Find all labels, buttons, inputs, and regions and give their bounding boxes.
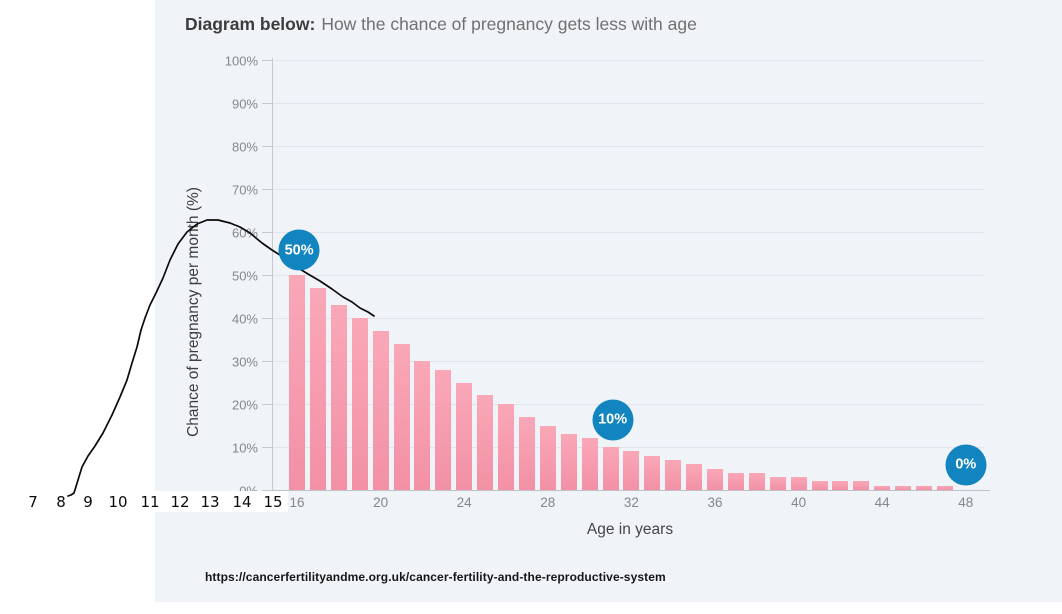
y-tick-mark <box>262 60 272 61</box>
bar-age-28 <box>539 425 556 490</box>
bar-age-21 <box>393 343 410 490</box>
hand-annotation-age-11: 11 <box>140 493 160 511</box>
y-tick-mark <box>262 232 272 233</box>
bar-age-24 <box>456 382 473 490</box>
bar-age-34 <box>665 459 682 490</box>
bar-age-43 <box>853 481 870 490</box>
bar-age-36 <box>707 468 723 490</box>
x-tick-label: 48 <box>958 495 974 510</box>
bar-age-17 <box>309 287 326 490</box>
gridline-10 <box>272 447 984 448</box>
callout-badge-50pct: 50% <box>278 229 320 271</box>
y-tick-mark <box>262 447 272 448</box>
gridline-50 <box>272 275 984 276</box>
y-tick-mark <box>262 275 272 276</box>
gridline-100 <box>272 60 984 61</box>
bar-age-31 <box>602 447 619 490</box>
bar-age-26 <box>498 404 514 490</box>
bar-age-19 <box>351 318 368 490</box>
bar-age-42 <box>832 481 849 490</box>
chart-title-prefix: Diagram below: <box>185 14 316 34</box>
gridline-20 <box>272 404 984 405</box>
y-tick-label: 60% <box>231 225 258 240</box>
y-tick-mark <box>262 146 272 147</box>
y-tick-label: 40% <box>231 311 258 326</box>
bar-age-45 <box>895 485 912 490</box>
y-tick-label: 50% <box>231 268 258 283</box>
hand-annotation-age-12: 12 <box>170 493 190 511</box>
callout-badge-0pct: 0% <box>945 444 987 486</box>
bar-age-18 <box>330 305 347 490</box>
bar-age-29 <box>560 434 577 490</box>
chart-title: Diagram below: How the chance of pregnanc… <box>185 14 697 35</box>
hand-annotation-age-14: 14 <box>232 493 252 511</box>
bar-age-27 <box>518 416 535 490</box>
y-tick-mark <box>262 404 272 405</box>
gridline-90 <box>272 103 984 104</box>
y-tick-label: 80% <box>231 139 258 154</box>
hand-annotation-age-15: 15 <box>263 493 283 511</box>
x-tick-label: 16 <box>289 495 305 510</box>
y-tick-mark <box>262 361 272 362</box>
bar-age-47 <box>936 485 953 490</box>
x-tick-label: 36 <box>707 495 723 510</box>
x-tick-label: 28 <box>540 495 556 510</box>
hand-annotation-age-8: 8 <box>56 493 66 511</box>
bar-age-20 <box>372 330 389 490</box>
gridline-60 <box>272 232 984 233</box>
x-axis-line <box>272 490 990 491</box>
x-tick-label: 24 <box>456 495 472 510</box>
hand-annotation-age-10: 10 <box>108 493 128 511</box>
bar-age-46 <box>916 485 932 490</box>
hand-annotation-age-13: 13 <box>200 493 220 511</box>
y-tick-label: 10% <box>231 440 258 455</box>
y-tick-label: 90% <box>231 96 258 111</box>
chart-title-text: How the chance of pregnancy gets less wi… <box>321 14 697 34</box>
x-tick-label: 44 <box>874 495 890 510</box>
y-axis-title: Chance of pregnancy per month (%) <box>185 187 202 437</box>
bar-age-41 <box>811 481 828 490</box>
gridline-30 <box>272 361 984 362</box>
source-url-text: https://cancerfertilityandme.org.uk/canc… <box>205 570 666 584</box>
y-tick-label: 70% <box>231 182 258 197</box>
gridline-70 <box>272 189 984 190</box>
y-tick-label: 30% <box>231 354 258 369</box>
callout-badge-10pct: 10% <box>592 399 634 441</box>
bar-age-37 <box>727 472 744 490</box>
bar-age-38 <box>748 472 765 490</box>
y-tick-label: 100% <box>224 53 258 68</box>
y-tick-mark <box>262 103 272 104</box>
hand-annotation-age-9: 9 <box>83 493 93 511</box>
x-tick-label: 40 <box>791 495 807 510</box>
gridline-80 <box>272 146 984 147</box>
bar-age-40 <box>790 477 807 490</box>
bar-age-23 <box>435 369 452 490</box>
bar-age-22 <box>414 361 431 490</box>
bar-age-33 <box>644 455 661 490</box>
y-tick-mark <box>262 189 272 190</box>
x-axis-title: Age in years <box>586 521 674 538</box>
bar-age-25 <box>477 395 494 490</box>
bar-age-44 <box>874 485 891 490</box>
x-tick-label: 20 <box>373 495 389 510</box>
bar-age-39 <box>769 477 786 490</box>
bar-age-30 <box>581 438 598 490</box>
bar-age-16 <box>289 275 305 490</box>
y-tick-label: 20% <box>231 397 258 412</box>
bar-age-35 <box>686 464 703 490</box>
gridline-40 <box>272 318 984 319</box>
hand-annotation-age-7: 7 <box>28 493 38 511</box>
bar-age-32 <box>623 451 640 490</box>
y-tick-mark <box>262 318 272 319</box>
y-axis-line <box>272 58 273 496</box>
x-tick-label: 32 <box>623 495 639 510</box>
